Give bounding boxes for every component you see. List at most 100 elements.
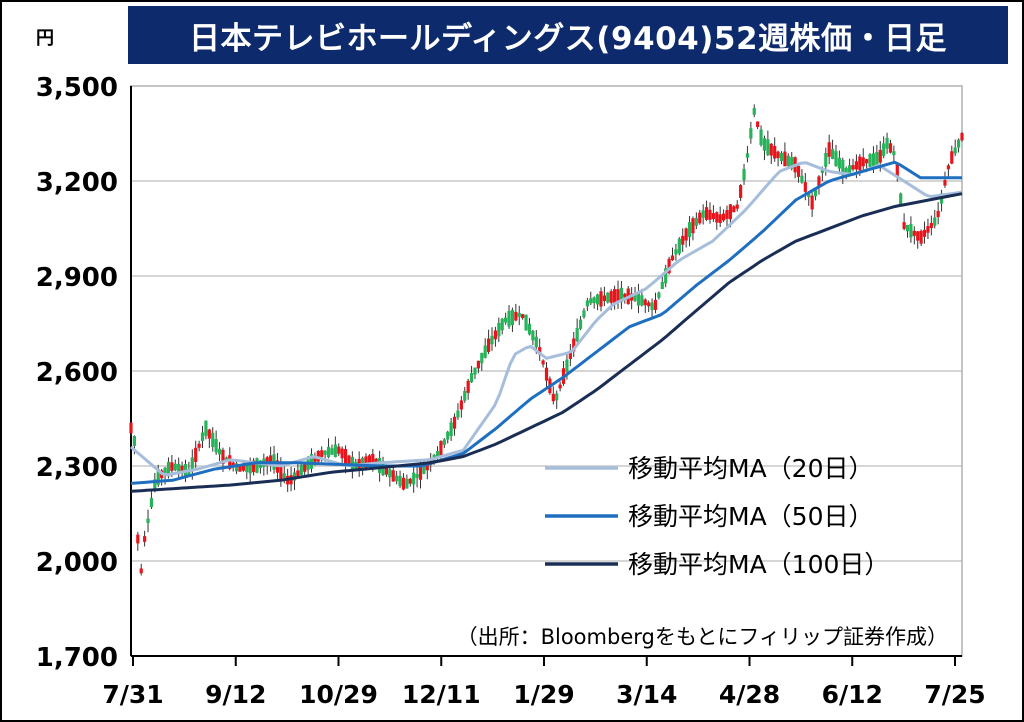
candle-body [231,462,235,467]
candle-body [674,249,678,255]
x-tick-label: 12/11 [402,680,481,709]
candle-body [953,147,957,154]
x-tick-label: 7/31 [102,680,163,709]
candle-body [776,151,780,159]
candle-body [439,441,443,457]
candle-body [531,330,535,341]
candle-body [636,291,641,306]
candle-body [817,176,821,188]
candle-body [442,439,446,445]
candle-body [221,449,225,465]
candle-body [868,154,872,167]
legend-label: 移動平均MA（50日） [628,502,873,531]
candle-body [909,223,913,238]
candle-body [456,410,460,418]
candle-body [371,453,375,467]
candle-body [783,151,787,167]
candle-body [340,448,344,459]
candle-body [582,310,586,318]
candle-body [521,314,525,319]
candle-body [899,193,903,205]
legend-label: 移動平均MA（100日） [628,550,889,579]
candle-body [245,463,249,473]
candle-body [779,152,784,161]
x-tick-label: 6/12 [822,680,883,709]
candle-body [449,422,453,437]
candle-body [650,302,654,311]
candle-body [704,207,709,220]
ma-line-1 [130,160,962,485]
candle-body [861,157,865,167]
candle-body [207,429,211,439]
candle-body [296,470,300,477]
candle-body [139,568,143,574]
candle-body [200,432,205,441]
candle-body [756,121,760,128]
candle-body [166,461,171,477]
candle-body [599,291,603,307]
candle-body [326,446,331,458]
candle-body [749,128,753,139]
y-tick-label: 2,600 [36,358,118,388]
candle-body [841,159,845,176]
candle-body [670,255,675,261]
candle-body [732,206,736,213]
candle-body [565,359,569,372]
candle-body [337,446,341,454]
candle-body [575,327,579,342]
candle-body [469,373,474,383]
candle-body [728,204,733,220]
candle-body [960,133,964,141]
candle-body [228,455,232,470]
candle-body [619,287,624,303]
x-tick-label: 3/14 [616,680,677,709]
moving-average-lines [130,160,963,493]
candle-body [718,214,722,224]
candle-body [572,338,576,352]
candle-body [347,455,351,465]
candle-body [667,258,671,274]
candle-body [595,294,600,305]
candle-body [905,225,910,232]
candle-body [487,338,491,352]
candle-body [766,139,770,155]
candle-body [194,447,198,462]
y-tick-labels: 3,500 3,200 2,900 2,600 2,300 2,000 1,700 [36,73,118,673]
candle-body [813,189,818,197]
candle-body [282,473,286,479]
candle-body [623,293,627,298]
y-unit-label: 円 [36,28,54,49]
candle-body [589,298,593,304]
candle-body [929,222,933,229]
candle-body [946,165,950,170]
candle-body [132,436,137,446]
candle-body [912,230,916,236]
candle-body [837,157,841,169]
y-tick-label: 3,200 [36,168,118,198]
x-tick-label: 10/29 [299,680,378,709]
legend-label: 移動平均MA（20日） [628,454,873,483]
candle-body [735,204,739,209]
candle-body [309,454,314,469]
candle-body [313,455,317,462]
candle-body [143,536,147,542]
candle-body [388,469,392,478]
candle-body [885,137,889,149]
candle-body [936,210,940,218]
candle-body [592,297,596,304]
candle-body [708,209,712,220]
candle-body [694,217,698,226]
candle-body [507,310,511,327]
candle-body [391,470,395,482]
candle-body [647,302,651,307]
candle-body [177,463,181,473]
candle-body [490,335,494,345]
y-tick-label: 2,300 [36,453,118,483]
candle-body [762,138,767,151]
candle-body [956,139,961,148]
candle-body [170,462,174,471]
candle-body [643,299,647,306]
candle-body [807,192,811,198]
candle-body [660,281,664,290]
